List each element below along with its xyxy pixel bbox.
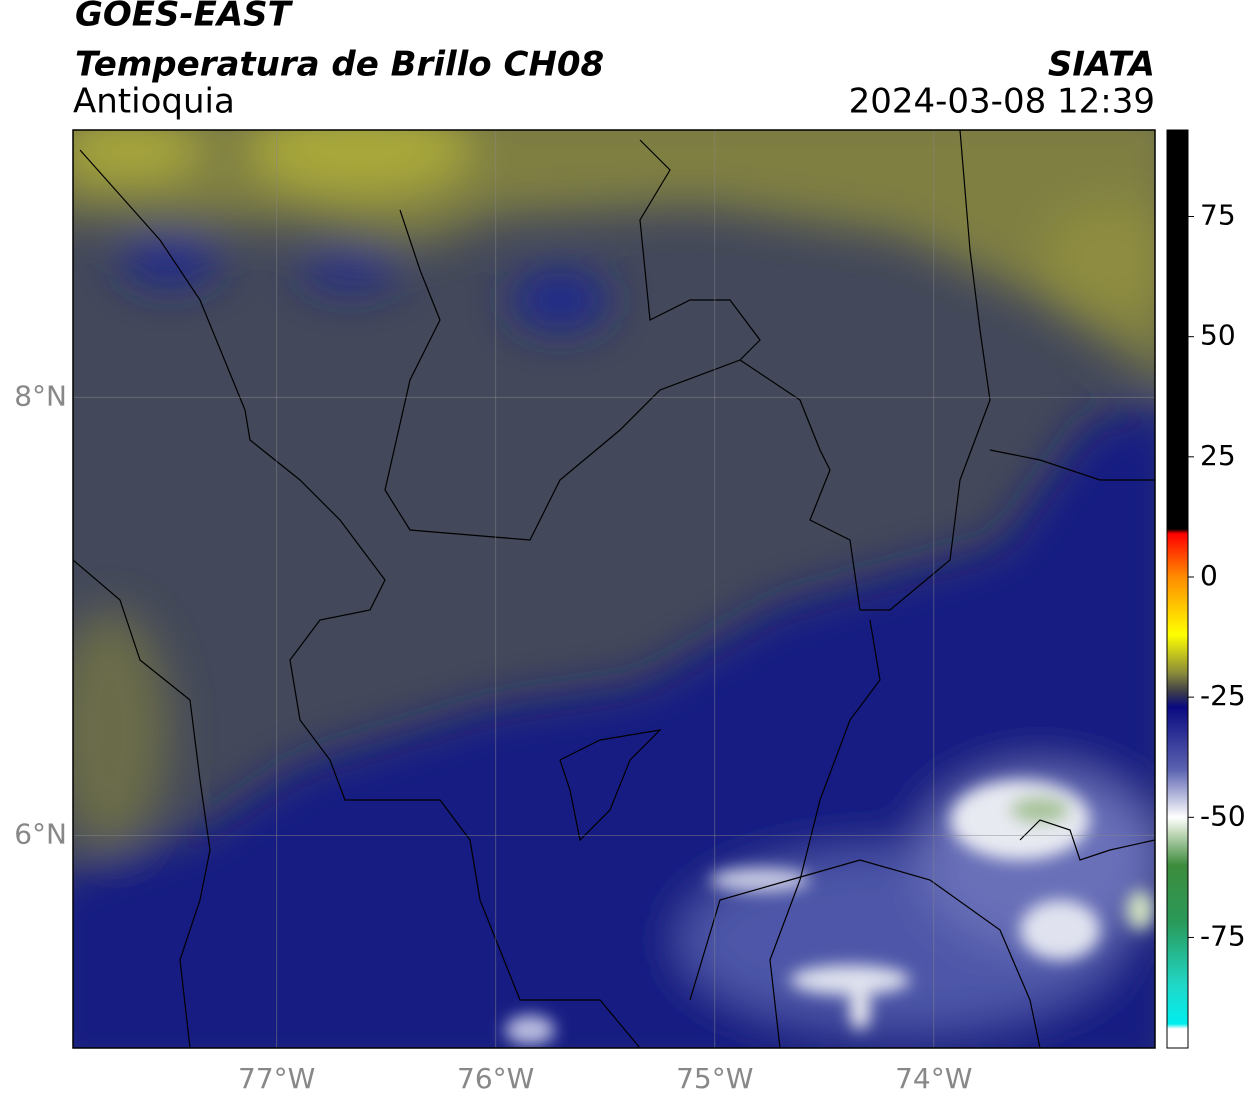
x-tick-label: 74°W xyxy=(895,1062,972,1095)
region: Antioquia xyxy=(73,82,235,122)
colorbar-tick-label: 75 xyxy=(1200,199,1236,232)
colorbar xyxy=(1166,129,1189,1049)
colorbar-tick-label: 25 xyxy=(1200,439,1236,472)
y-tick-label: 6°N xyxy=(14,817,67,850)
colorbar-tick-label: -50 xyxy=(1200,799,1246,832)
x-tick-label: 76°W xyxy=(457,1062,534,1095)
colorbar-tick-label: 0 xyxy=(1200,559,1218,592)
map-frame xyxy=(72,129,1156,1049)
datetime: 2024-03-08 12:39 xyxy=(849,82,1155,122)
graticule xyxy=(73,130,1155,1048)
colorbar-tick-label: -75 xyxy=(1200,919,1246,952)
y-tick-label: 8°N xyxy=(14,379,67,412)
satellite-image xyxy=(73,130,1155,1048)
source: SIATA xyxy=(1048,45,1155,85)
x-tick-label: 77°W xyxy=(238,1062,315,1095)
colorbar-tick-label: -25 xyxy=(1200,679,1246,712)
colorbar-tick-label: 50 xyxy=(1200,319,1236,352)
satellite: GOES-EAST xyxy=(75,0,294,35)
title: Temperatura de Brillo CH08 xyxy=(75,45,604,85)
x-tick-label: 75°W xyxy=(676,1062,753,1095)
